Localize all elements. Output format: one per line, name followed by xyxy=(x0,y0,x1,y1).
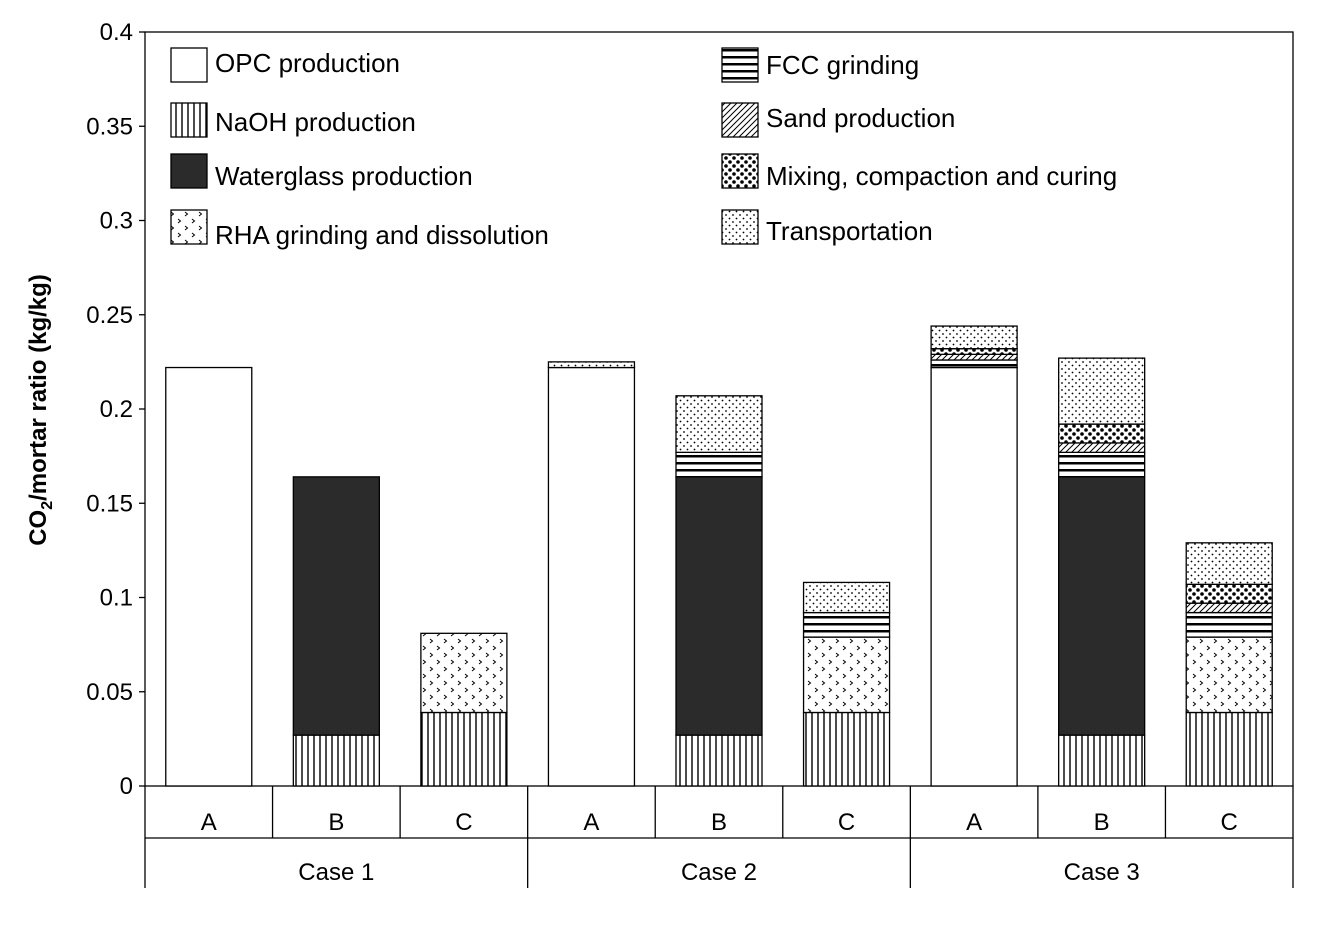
legend-swatch xyxy=(170,209,208,245)
bar-segment-opc-production xyxy=(547,366,636,787)
bar-segment-mixing-compaction-and-curing xyxy=(1058,423,1146,444)
y-tick-label: 0.15 xyxy=(86,490,133,517)
bar-segment-naoh-production xyxy=(1058,734,1146,787)
legend-swatch xyxy=(721,153,759,189)
y-tick-label: 0.3 xyxy=(100,208,133,235)
legend-swatch xyxy=(721,102,759,138)
bar-segment-rha-grinding-and-dissolution xyxy=(802,636,891,714)
x-category-label: A xyxy=(201,809,217,836)
bar-segment-transportation xyxy=(802,581,891,614)
x-category-label: C xyxy=(1221,809,1238,836)
y-tick-label: 0.2 xyxy=(100,396,133,423)
y-tick-label: 0.1 xyxy=(100,585,133,612)
legend-label: FCC grinding xyxy=(766,50,919,80)
x-categories: A B C A B C A B C Case 1 Case 2 Case 3 xyxy=(201,809,1238,886)
x-group-label: Case 2 xyxy=(681,859,757,886)
bar-segment-naoh-production xyxy=(802,711,891,787)
bar-segment-naoh-production xyxy=(292,734,380,787)
bars xyxy=(165,325,1273,787)
legend-label: OPC production xyxy=(215,48,400,78)
x-category-label: A xyxy=(966,809,982,836)
x-category-label: B xyxy=(1094,809,1110,836)
bar-segment-fcc-grinding xyxy=(802,611,891,638)
bar-segment-rha-grinding-and-dissolution xyxy=(1185,636,1273,714)
bar-segment-mixing-compaction-and-curing xyxy=(930,348,1018,355)
bar-segment-opc-production xyxy=(930,366,1018,787)
legend-label: Mixing, compaction and curing xyxy=(766,161,1117,191)
bar-segment-sand-production xyxy=(930,353,1018,361)
legend: OPC production NaOH production Waterglass … xyxy=(170,47,1117,250)
bar-segment-naoh-production xyxy=(1185,711,1273,787)
bar-segment-naoh-production xyxy=(675,734,763,787)
y-tick-label: 0 xyxy=(120,773,133,800)
y-ticks: 0 0.05 0.1 0.15 0.2 0.25 0.3 0.35 0.4 xyxy=(86,19,145,800)
bar-segment-sand-production xyxy=(1058,442,1146,454)
x-category-label: C xyxy=(455,809,472,836)
x-category-label: A xyxy=(583,809,599,836)
y-tick-label: 0.35 xyxy=(86,113,133,140)
x-category-label: B xyxy=(328,809,344,836)
legend-swatch xyxy=(170,102,208,138)
bar-segment-transportation xyxy=(1058,357,1146,425)
bar-segment-transportation xyxy=(1185,542,1273,585)
bar-segment-waterglass-production xyxy=(675,476,763,736)
legend-label: NaOH production xyxy=(215,107,416,137)
x-group-label: Case 1 xyxy=(298,859,374,886)
legend-swatch xyxy=(170,47,208,83)
bar-segment-opc-production xyxy=(165,366,253,787)
bar-segment-transportation xyxy=(930,325,1018,350)
bar-segment-fcc-grinding xyxy=(1058,451,1146,478)
bar-segment-sand-production xyxy=(1185,602,1273,614)
legend-label: Waterglass production xyxy=(215,161,473,191)
x-group-label: Case 3 xyxy=(1064,859,1140,886)
bar-segment-rha-grinding-and-dissolution xyxy=(420,632,508,714)
bar-segment-naoh-production xyxy=(420,711,508,787)
legend-swatch xyxy=(721,209,759,245)
x-category-label: B xyxy=(711,809,727,836)
bar-segment-fcc-grinding xyxy=(675,451,763,478)
bar-segment-fcc-grinding xyxy=(930,359,1018,369)
y-tick-label: 0.25 xyxy=(86,302,133,329)
bar-segment-transportation xyxy=(675,395,763,454)
legend-label: Sand production xyxy=(766,103,955,133)
bar-segment-waterglass-production xyxy=(1058,476,1146,736)
legend-swatch xyxy=(721,47,759,83)
legend-label: Transportation xyxy=(766,216,933,246)
y-axis-label: CO2/mortar ratio (kg/kg) xyxy=(25,274,56,546)
bar-segment-mixing-compaction-and-curing xyxy=(1185,583,1273,604)
bar-segment-fcc-grinding xyxy=(1185,611,1273,638)
bar-segment-waterglass-production xyxy=(292,476,380,736)
bar-segment-transportation xyxy=(547,361,636,369)
y-tick-label: 0.05 xyxy=(86,679,133,706)
x-category-label: C xyxy=(838,809,855,836)
y-tick-label: 0.4 xyxy=(100,19,133,46)
legend-label: RHA grinding and dissolution xyxy=(215,220,549,250)
legend-swatch xyxy=(170,153,208,189)
